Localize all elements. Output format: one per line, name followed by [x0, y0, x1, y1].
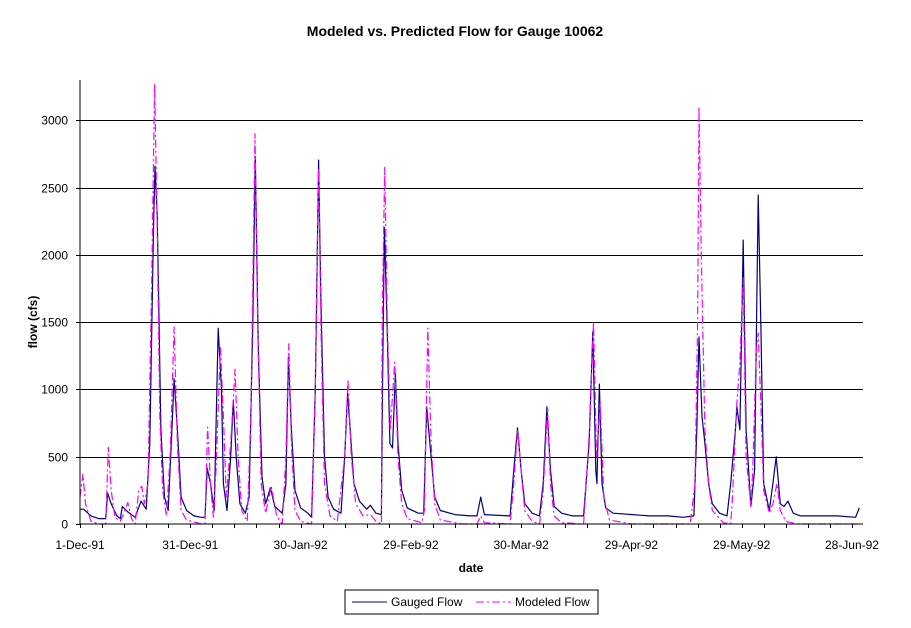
chart-title: Modeled vs. Predicted Flow for Gauge 100… — [307, 23, 604, 39]
x-tick-label: 29-Feb-92 — [383, 538, 439, 552]
legend-label-gauged: Gauged Flow — [391, 595, 463, 609]
y-tick-label: 500 — [48, 451, 68, 465]
x-tick-label: 1-Dec-91 — [55, 538, 105, 552]
x-tick-label: 29-Apr-92 — [605, 538, 659, 552]
x-tick-label: 29-May-92 — [713, 538, 771, 552]
y-tick-label: 1500 — [41, 316, 68, 330]
x-tick-label: 30-Mar-92 — [493, 538, 549, 552]
x-axis-ticks: 1-Dec-91 31-Dec-91 30-Jan-92 29-Feb-92 30-Ma… — [55, 524, 879, 552]
x-axis-label: date — [459, 561, 484, 575]
legend-box — [344, 589, 599, 615]
x-tick-label: 31-Dec-91 — [162, 538, 218, 552]
y-tick-label: 2000 — [41, 249, 68, 263]
y-tick-label: 2500 — [41, 182, 68, 196]
y-tick-label: 1000 — [41, 383, 68, 397]
legend: Gauged Flow Modeled Flow — [344, 589, 599, 615]
series-line-gauged-flow — [80, 156, 860, 520]
y-axis-ticks: 0 500 1000 1500 2000 2500 3000 — [41, 114, 80, 532]
y-axis-label: flow (cfs) — [26, 296, 40, 349]
series-lines — [79, 83, 860, 525]
legend-label-modeled: Modeled Flow — [515, 595, 590, 609]
y-tick-label: 3000 — [41, 114, 68, 128]
x-tick-label: 30-Jan-92 — [274, 538, 328, 552]
x-tick-label: 28-Jun-92 — [825, 538, 879, 552]
y-tick-label: 0 — [61, 518, 68, 532]
